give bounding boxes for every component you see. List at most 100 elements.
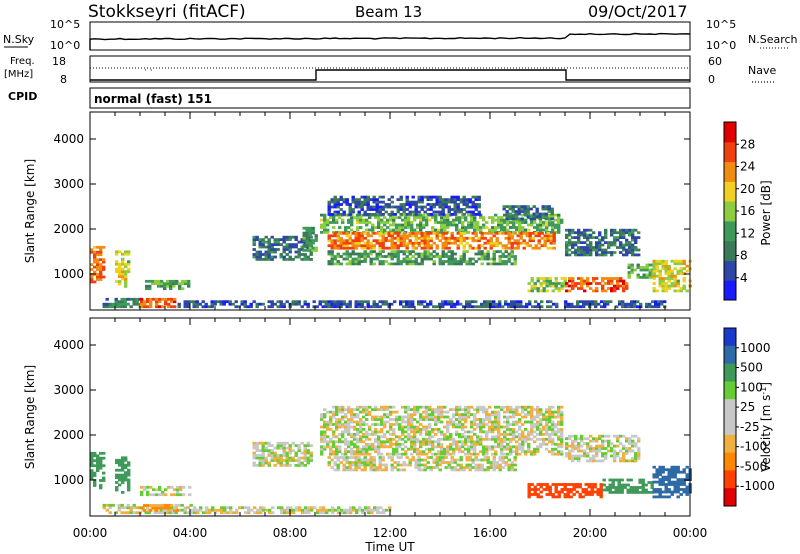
scatter-cell [319, 506, 323, 510]
scatter-cell [506, 408, 510, 411]
scatter-cell [622, 447, 626, 450]
scatter-cell [211, 506, 215, 510]
scatter-cell [389, 452, 393, 456]
scatter-cell [443, 221, 447, 224]
scatter-cell [462, 208, 466, 211]
scatter-cell [285, 454, 289, 457]
scatter-cell [617, 481, 621, 484]
scatter-cell [333, 468, 337, 472]
scatter-cell [344, 428, 348, 431]
scatter-cell [456, 195, 460, 199]
scatter-cell [102, 260, 106, 264]
scatter-cell [99, 464, 103, 468]
scatter-cell [589, 233, 593, 237]
scatter-cell [340, 508, 344, 512]
scatter-cell [345, 198, 349, 201]
scatter-cell [661, 480, 665, 484]
scatter-cell [336, 203, 340, 206]
scatter-cell [617, 486, 621, 489]
scatter-cell [123, 305, 127, 309]
scatter-cell [452, 413, 456, 416]
scatter-cell [93, 253, 97, 257]
scatter-cell [470, 440, 474, 444]
scatter-cell [267, 253, 271, 256]
scatter-cell [670, 483, 674, 486]
scatter-cell [655, 490, 659, 494]
scatter-cell [455, 216, 459, 219]
scatter-cell [316, 511, 320, 515]
scatter-cell [380, 440, 384, 444]
scatter-cell [586, 238, 590, 242]
scatter-cell [381, 205, 385, 209]
scatter-cell [189, 300, 193, 304]
scatter-cell [428, 415, 432, 419]
scatter-cell [395, 418, 399, 421]
scatter-cell [530, 289, 534, 293]
scatter-cell [468, 246, 472, 250]
scatter-cell [658, 272, 662, 275]
scatter-cell [363, 466, 367, 469]
scatter-cell [673, 274, 677, 278]
scatter-cell [114, 302, 118, 306]
scatter-cell [279, 238, 283, 241]
scatter-cell [586, 282, 590, 285]
scatter-cell [345, 234, 349, 238]
y-tick-label: 3000 [53, 177, 84, 191]
scatter-cell [306, 451, 310, 455]
scatter-cell [461, 228, 465, 232]
scatter-cell [336, 262, 340, 266]
scatter-cell [455, 413, 459, 416]
colorbar-tick-label: -25 [740, 420, 760, 434]
scatter-cell [309, 459, 313, 462]
scatter-cell [500, 450, 504, 454]
scatter-cell [631, 238, 635, 242]
scatter-cell [441, 203, 445, 206]
scatter-cell [93, 451, 97, 455]
scatter-cell [222, 302, 226, 306]
scatter-cell [581, 490, 585, 494]
scatter-cell [453, 302, 457, 306]
scatter-cell [393, 461, 397, 464]
scatter-cell [302, 231, 306, 235]
scatter-cell [279, 459, 283, 462]
scatter-cell [335, 218, 339, 222]
scatter-cell [414, 234, 418, 238]
scatter-cell [437, 405, 441, 409]
scatter-cell [411, 246, 415, 250]
colorbar-swatch [724, 452, 736, 471]
scatter-cell [111, 503, 115, 507]
scatter-cell [258, 454, 262, 457]
scatter-cell [371, 418, 375, 421]
scatter-cell [373, 508, 377, 512]
scatter-cell [467, 450, 471, 454]
scatter-cell [308, 239, 312, 242]
scatter-cell [347, 450, 351, 454]
scatter-cell [353, 433, 357, 436]
scatter-cell [366, 244, 370, 248]
scatter-cell [210, 302, 214, 306]
scatter-cell [378, 463, 382, 467]
scatter-cell [273, 238, 277, 241]
scatter-cell [234, 305, 238, 309]
scatter-cell [589, 243, 593, 247]
scatter-cell [447, 300, 451, 304]
scatter-cell [401, 433, 405, 436]
scatter-cell [381, 300, 385, 304]
scatter-cell [637, 437, 641, 441]
scatter-cell [425, 428, 429, 431]
scatter-cell [441, 252, 445, 256]
scatter-cell [425, 408, 429, 411]
scatter-cell [486, 302, 490, 306]
scatter-cell [413, 440, 417, 444]
scatter-cell [410, 415, 414, 419]
scatter-cell [158, 488, 162, 492]
scatter-cell [434, 452, 438, 456]
scatter-cell [461, 428, 465, 431]
scatter-cell [580, 284, 584, 288]
scatter-cell [411, 262, 415, 266]
scatter-cell [661, 279, 665, 283]
scatter-cell [485, 437, 489, 441]
scatter-cell [682, 488, 686, 491]
scatter-cell [324, 300, 328, 304]
scatter-cell [108, 506, 112, 510]
